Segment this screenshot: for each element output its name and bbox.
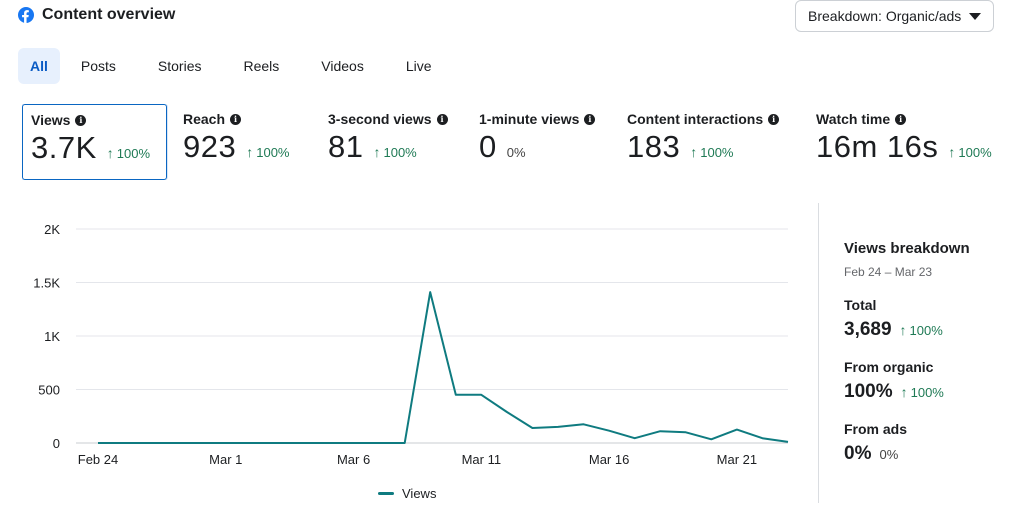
metric-change: ↑ 100% [948, 144, 992, 160]
metric-value: 923 [183, 129, 237, 164]
page-title: Content overview [42, 6, 176, 23]
metric-value: 81 [328, 129, 364, 164]
metric-label: 1-minute views [479, 111, 580, 127]
chart-legend[interactable]: Views [378, 486, 436, 501]
views-line-chart: 0 500 1K 1.5K 2K Feb 24 Mar 1 Mar 6 Mar 11 Mar 16… [33, 222, 789, 467]
breakdown-change: ↑ 100% [899, 322, 943, 338]
legend-swatch [378, 492, 394, 495]
y-tick-label: 0 [53, 436, 60, 451]
breakdown-dropdown[interactable]: Breakdown: Organic/ads [795, 0, 994, 32]
x-tick-label: Mar 11 [462, 452, 502, 467]
arrow-up-icon: ↑ [106, 145, 114, 161]
metric-change: 0% [506, 145, 526, 160]
info-icon[interactable]: i [75, 114, 87, 126]
metric-card-watch-time[interactable]: Watch time i 16m 16s ↑ 100% [808, 104, 997, 180]
breakdown-organic: From organic 100% ↑ 100% [844, 359, 1004, 403]
breakdown-date-range: Feb 24 – Mar 23 [844, 265, 933, 279]
x-tick-label: Mar 21 [717, 452, 757, 467]
metric-card-views[interactable]: Views i 3.7K ↑ 100% [22, 104, 167, 180]
metric-card-content-interactions[interactable]: Content interactions i 183 ↑ 100% [619, 104, 804, 180]
metric-card-1-minute-views[interactable]: 1-minute views i 0 0% [471, 104, 611, 180]
divider [818, 203, 819, 503]
tab-reels[interactable]: Reels [243, 58, 280, 74]
metric-change: ↑ 100% [246, 144, 290, 160]
breakdown-dropdown-label: Breakdown: Organic/ads [808, 8, 962, 24]
breakdown-label: From ads [844, 421, 908, 437]
arrow-up-icon: ↑ [690, 144, 698, 160]
metric-label: Views [31, 112, 71, 128]
y-tick-label: 1K [44, 329, 60, 344]
x-tick-label: Mar 1 [209, 452, 242, 467]
y-tick-label: 500 [38, 383, 60, 398]
tab-stories[interactable]: Stories [157, 58, 202, 74]
breakdown-value: 3,689 [844, 319, 892, 340]
metric-change: ↑ 100% [106, 145, 151, 161]
metric-label: Reach [183, 111, 226, 127]
x-tick-label: Mar 6 [337, 452, 370, 467]
breakdown-label: Total [844, 297, 877, 313]
breakdown-total: Total 3,689 ↑ 100% [844, 297, 1004, 341]
arrow-up-icon: ↑ [948, 144, 956, 160]
metric-change: ↑ 100% [373, 144, 417, 160]
metric-label: Content interactions [627, 111, 764, 127]
info-icon[interactable]: i [768, 113, 780, 125]
info-icon[interactable]: i [230, 113, 242, 125]
facebook-icon [18, 7, 34, 23]
arrow-up-icon: ↑ [246, 144, 254, 160]
arrow-up-icon: ↑ [899, 322, 907, 338]
metric-change: ↑ 100% [690, 144, 734, 160]
tab-all[interactable]: All [18, 48, 60, 84]
breakdown-ads: From ads 0% 0% [844, 421, 1004, 465]
tab-live[interactable]: Live [405, 58, 432, 74]
info-icon[interactable]: i [895, 113, 907, 125]
tab-posts[interactable]: Posts [80, 58, 116, 74]
metric-value: 0 [479, 129, 497, 164]
breakdown-value: 100% [844, 381, 893, 402]
x-tick-label: Feb 24 [78, 452, 118, 467]
breakdown-label: From organic [844, 359, 934, 375]
x-tick-label: Mar 16 [589, 452, 629, 467]
info-icon[interactable]: i [584, 113, 596, 125]
metric-card-reach[interactable]: Reach i 923 ↑ 100% [175, 104, 315, 180]
metrics-row: Views i 3.7K ↑ 100% Reach i 923 ↑ 100% 3-secon… [22, 104, 997, 180]
caret-down-icon [969, 12, 981, 20]
metric-value: 16m 16s [816, 129, 939, 164]
breakdown-title: Views breakdown [844, 240, 970, 257]
breakdown-value: 0% [844, 443, 872, 464]
content-type-tabs: All Posts Stories Reels Videos Live [18, 48, 453, 84]
metric-label: 3-second views [328, 111, 432, 127]
arrow-up-icon: ↑ [373, 144, 381, 160]
metric-label: Watch time [816, 111, 891, 127]
views-chart: 0 500 1K 1.5K 2K Feb 24 Mar 1 Mar 6 Mar 11 Mar 16… [30, 212, 800, 512]
breakdown-change: ↑ 100% [900, 384, 944, 400]
y-tick-label: 1.5K [33, 276, 60, 291]
metric-card-3-second-views[interactable]: 3-second views i 81 ↑ 100% [320, 104, 470, 180]
breakdown-change: 0% [879, 447, 899, 462]
series-line-views [98, 291, 789, 444]
metric-value: 3.7K [31, 130, 97, 165]
arrow-up-icon: ↑ [900, 384, 908, 400]
legend-label: Views [402, 486, 437, 501]
y-tick-label: 2K [44, 222, 60, 237]
views-breakdown-panel: Views breakdown Feb 24 – Mar 23 Total 3,… [844, 240, 1004, 465]
tab-videos[interactable]: Videos [321, 58, 364, 74]
page-header: Content overview [18, 4, 175, 26]
info-icon[interactable]: i [436, 113, 448, 125]
metric-value: 183 [627, 129, 681, 164]
